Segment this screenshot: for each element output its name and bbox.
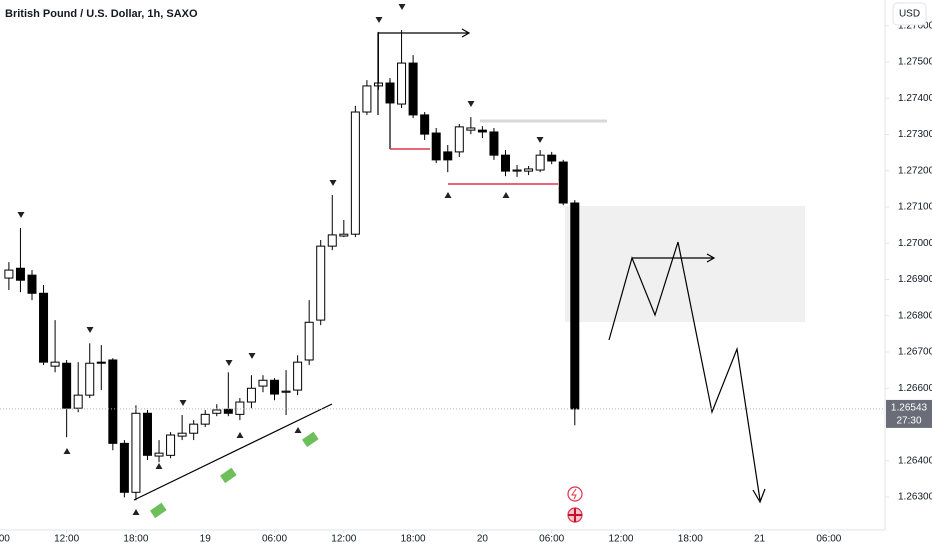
candle-body xyxy=(235,401,245,415)
currency-button[interactable] xyxy=(892,2,927,26)
y-tick-label: 1.26400 xyxy=(898,455,932,466)
candle-body xyxy=(27,274,37,294)
candle-body xyxy=(443,151,453,161)
y-tick-label: 1.26800 xyxy=(898,310,932,321)
last-price-tag xyxy=(886,399,932,428)
last-price-label: 1.26543 xyxy=(891,403,928,414)
candle-body xyxy=(350,111,360,235)
candle-body xyxy=(524,168,534,172)
candle-body xyxy=(223,408,233,414)
axes: 1.26300 1.26400 1.26600 1.26700 1.26800 1.269… xyxy=(0,20,932,544)
support-lines xyxy=(390,148,558,185)
candle-body xyxy=(362,85,372,113)
candle-body xyxy=(142,412,152,456)
y-tick-label: 1.27100 xyxy=(898,202,932,213)
candle-body xyxy=(281,390,291,393)
candle-body xyxy=(397,62,407,105)
candle-body xyxy=(85,362,95,396)
y-tick-label: 1.27400 xyxy=(898,93,932,104)
candle-body xyxy=(154,452,164,457)
x-tick-label: 06:00 xyxy=(262,534,287,545)
candle-body xyxy=(189,423,199,434)
y-tick-label: 1.27300 xyxy=(898,129,932,140)
trend-line xyxy=(133,403,333,501)
candle-body xyxy=(108,359,118,444)
candle-body xyxy=(304,321,314,361)
candle-body xyxy=(4,269,14,279)
candle-body xyxy=(131,412,141,493)
candle-body xyxy=(420,114,430,135)
countdown-label: 27:30 xyxy=(896,416,921,427)
candle-body xyxy=(15,267,25,281)
x-tick-label: 12:00 xyxy=(608,534,633,545)
candle-body xyxy=(39,292,49,363)
candle-body xyxy=(200,413,210,425)
y-tick-label: 1.27200 xyxy=(898,165,932,176)
candle-body xyxy=(212,409,222,414)
x-tick-label: 18:00 xyxy=(401,534,426,545)
uk-flag-cross xyxy=(568,508,582,522)
candle-body xyxy=(500,154,510,172)
arrow-drawing xyxy=(632,253,716,263)
y-tick-label: 1.26600 xyxy=(898,383,932,394)
candle-body xyxy=(293,361,303,391)
candle-body xyxy=(316,245,326,321)
candle-body xyxy=(408,62,418,116)
zone-rectangle xyxy=(565,206,805,322)
x-tick-label: 18:00 xyxy=(123,534,148,545)
candle-body xyxy=(327,234,337,247)
money-icons xyxy=(149,431,319,519)
candle-body xyxy=(570,202,580,410)
x-tick-label: 06:00 xyxy=(816,534,841,545)
candle-body xyxy=(466,127,476,131)
x-tick-label: 12:00 xyxy=(331,534,356,545)
x-tick-label: 20 xyxy=(477,534,489,545)
y-tick-label: 1.27500 xyxy=(898,57,932,68)
y-tick-label: 1.27000 xyxy=(898,238,932,249)
candle-body xyxy=(119,442,129,493)
candle-body xyxy=(270,379,280,395)
x-tick-label: 06:00 xyxy=(539,534,564,545)
candle-body xyxy=(512,169,522,172)
x-tick-label: 21 xyxy=(754,534,766,545)
candle-body xyxy=(246,387,256,403)
x-tick-label: 18:00 xyxy=(678,534,703,545)
event-icon-glyph xyxy=(571,488,577,500)
candle-body xyxy=(547,154,557,162)
x-tick-label: 19 xyxy=(200,534,212,545)
y-tick-label: 1.26700 xyxy=(898,347,932,358)
candles xyxy=(4,30,580,501)
candle-body xyxy=(535,154,545,171)
money-icon xyxy=(219,467,237,484)
money-icon xyxy=(149,502,167,519)
money-icon xyxy=(301,431,319,448)
event-icon[interactable] xyxy=(567,486,583,502)
candle-body xyxy=(166,434,176,456)
candle-body xyxy=(62,362,72,409)
candle-body xyxy=(489,131,499,156)
x-tick-label: 06:00 xyxy=(0,534,10,545)
currency-label: USD xyxy=(899,9,920,20)
candle-body xyxy=(454,126,464,153)
candle-body xyxy=(258,379,268,387)
y-tick-label: 1.27600 xyxy=(898,20,932,31)
candle-body xyxy=(431,132,441,161)
y-tick-label: 1.26900 xyxy=(898,274,932,285)
candle-body xyxy=(339,233,349,237)
candle-body xyxy=(96,361,106,364)
candle-body xyxy=(50,361,60,367)
candle-body xyxy=(177,432,187,437)
candle-body xyxy=(73,394,83,409)
candle-body xyxy=(477,129,487,133)
arrow-drawing xyxy=(377,28,471,115)
y-tick-label: 1.26300 xyxy=(898,492,932,503)
candle-body xyxy=(558,161,568,204)
x-tick-label: 12:00 xyxy=(54,534,79,545)
plot-area xyxy=(4,4,805,523)
chart-title: British Pound / U.S. Dollar, 1h, SAXO xyxy=(5,8,198,20)
drawings xyxy=(133,28,766,504)
